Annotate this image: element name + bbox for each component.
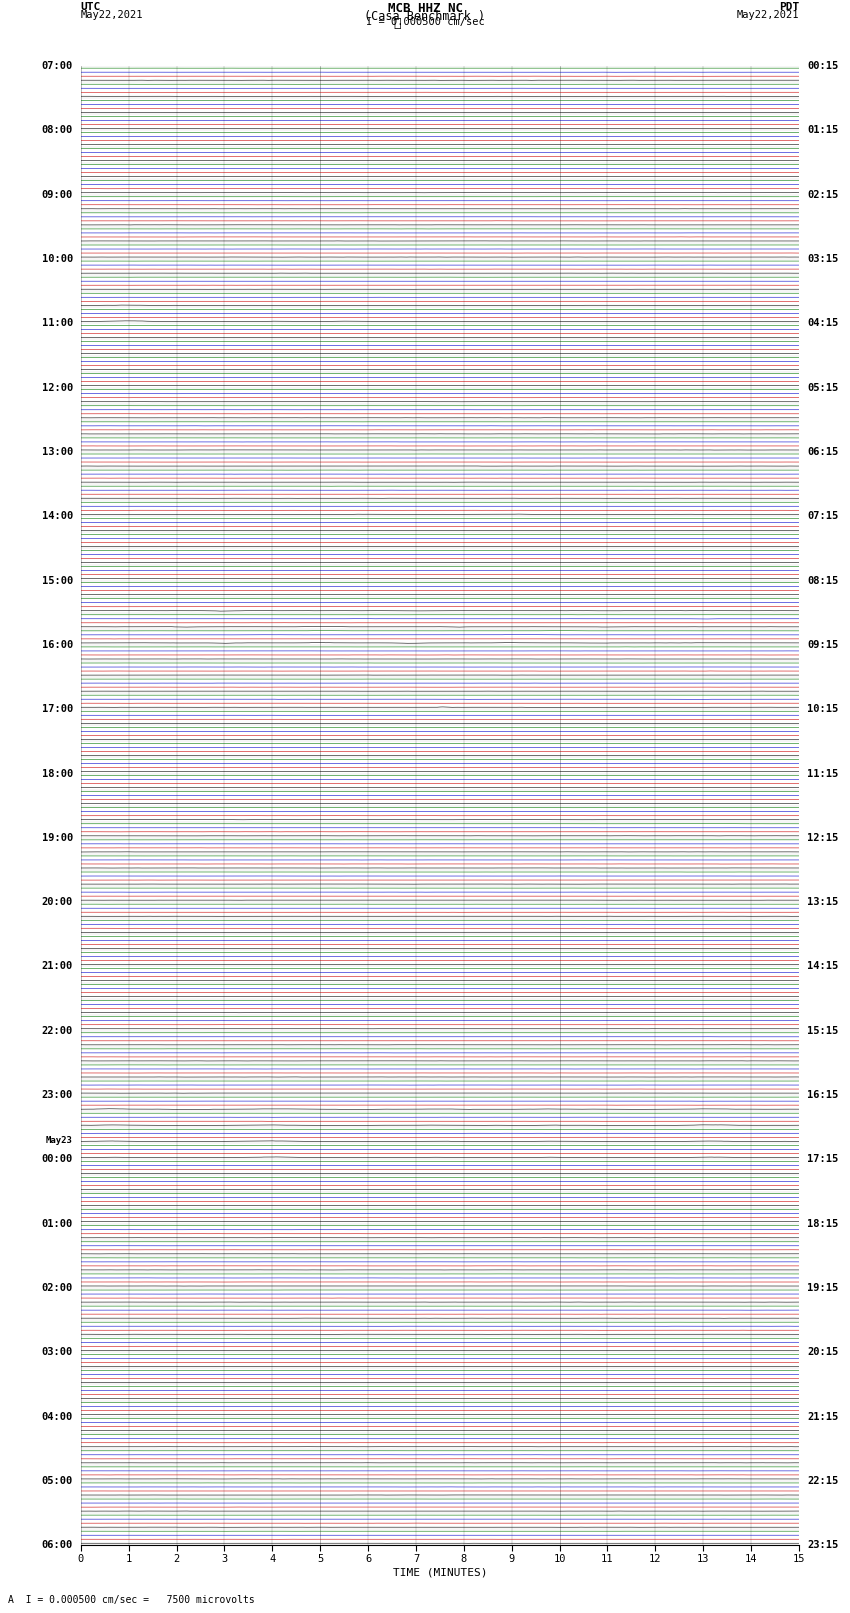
Text: 02:00: 02:00 <box>42 1282 73 1294</box>
Text: 01:15: 01:15 <box>807 126 838 135</box>
Text: (Casa Benchmark ): (Casa Benchmark ) <box>365 10 485 23</box>
Text: 15:15: 15:15 <box>807 1026 838 1036</box>
Text: 12:15: 12:15 <box>807 832 838 844</box>
Text: 05:00: 05:00 <box>42 1476 73 1486</box>
Text: 03:15: 03:15 <box>807 255 838 265</box>
Text: 08:00: 08:00 <box>42 126 73 135</box>
Text: May23: May23 <box>46 1136 73 1145</box>
Text: 06:00: 06:00 <box>42 1540 73 1550</box>
Text: 11:00: 11:00 <box>42 318 73 329</box>
Text: 16:15: 16:15 <box>807 1090 838 1100</box>
Text: 04:15: 04:15 <box>807 318 838 329</box>
Text: 07:00: 07:00 <box>42 61 73 71</box>
Text: 19:15: 19:15 <box>807 1282 838 1294</box>
Text: 16:00: 16:00 <box>42 640 73 650</box>
Text: 14:15: 14:15 <box>807 961 838 971</box>
Text: 20:00: 20:00 <box>42 897 73 907</box>
Text: I = 0.000500 cm/sec: I = 0.000500 cm/sec <box>366 18 484 27</box>
Text: 05:15: 05:15 <box>807 382 838 392</box>
Text: 15:00: 15:00 <box>42 576 73 586</box>
X-axis label: TIME (MINUTES): TIME (MINUTES) <box>393 1568 487 1578</box>
Text: 21:00: 21:00 <box>42 961 73 971</box>
Text: 23:00: 23:00 <box>42 1090 73 1100</box>
Text: May22,2021: May22,2021 <box>736 10 799 19</box>
Text: 10:15: 10:15 <box>807 705 838 715</box>
Text: 23:15: 23:15 <box>807 1540 838 1550</box>
Text: 10:00: 10:00 <box>42 255 73 265</box>
Text: 03:00: 03:00 <box>42 1347 73 1357</box>
Text: 13:00: 13:00 <box>42 447 73 456</box>
Text: 21:15: 21:15 <box>807 1411 838 1421</box>
Text: 04:00: 04:00 <box>42 1411 73 1421</box>
Text: MCB HHZ NC: MCB HHZ NC <box>388 3 462 16</box>
Text: A  I = 0.000500 cm/sec =   7500 microvolts: A I = 0.000500 cm/sec = 7500 microvolts <box>8 1595 255 1605</box>
Text: 07:15: 07:15 <box>807 511 838 521</box>
Text: 11:15: 11:15 <box>807 768 838 779</box>
Text: 01:00: 01:00 <box>42 1219 73 1229</box>
Text: 00:15: 00:15 <box>807 61 838 71</box>
Text: 08:15: 08:15 <box>807 576 838 586</box>
Text: 09:15: 09:15 <box>807 640 838 650</box>
Text: 22:15: 22:15 <box>807 1476 838 1486</box>
Text: 14:00: 14:00 <box>42 511 73 521</box>
Text: 17:00: 17:00 <box>42 705 73 715</box>
Text: 00:00: 00:00 <box>42 1155 73 1165</box>
Text: 18:00: 18:00 <box>42 768 73 779</box>
Text: 02:15: 02:15 <box>807 190 838 200</box>
Text: 09:00: 09:00 <box>42 190 73 200</box>
Text: May22,2021: May22,2021 <box>81 10 144 19</box>
Text: 17:15: 17:15 <box>807 1155 838 1165</box>
Text: 12:00: 12:00 <box>42 382 73 392</box>
Text: PDT: PDT <box>779 3 799 13</box>
Text: 13:15: 13:15 <box>807 897 838 907</box>
Text: 19:00: 19:00 <box>42 832 73 844</box>
Text: UTC: UTC <box>81 3 101 13</box>
Text: 20:15: 20:15 <box>807 1347 838 1357</box>
Text: ⏐: ⏐ <box>394 18 400 31</box>
Text: 18:15: 18:15 <box>807 1219 838 1229</box>
Text: 06:15: 06:15 <box>807 447 838 456</box>
Text: 22:00: 22:00 <box>42 1026 73 1036</box>
